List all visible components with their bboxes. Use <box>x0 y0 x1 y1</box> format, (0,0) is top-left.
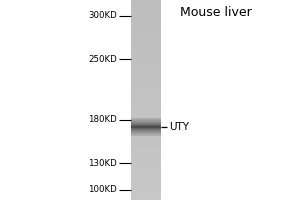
Text: UTY: UTY <box>169 122 190 132</box>
Text: 100KD: 100KD <box>88 185 117 194</box>
Text: 130KD: 130KD <box>88 159 117 168</box>
Text: 180KD: 180KD <box>88 116 117 124</box>
Text: 250KD: 250KD <box>88 55 117 64</box>
Text: 300KD: 300KD <box>88 11 117 20</box>
Text: Mouse liver: Mouse liver <box>180 6 252 19</box>
